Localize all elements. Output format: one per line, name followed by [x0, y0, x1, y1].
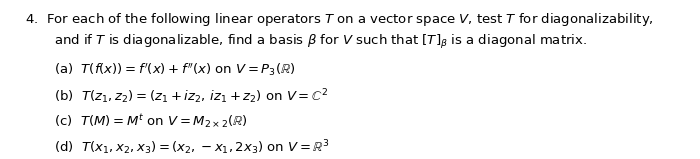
- Text: (d)  $T(x_1, x_2, x_3) = (x_2, -x_1, 2x_3)$ on $V = \mathbb{R}^3$: (d) $T(x_1, x_2, x_3) = (x_2, -x_1, 2x_3…: [55, 138, 330, 157]
- Text: (b)  $T(z_1, z_2) = (z_1 + iz_2,\, iz_1 + z_2)$ on $V = \mathbb{C}^2$: (b) $T(z_1, z_2) = (z_1 + iz_2,\, iz_1 +…: [55, 87, 329, 106]
- Text: (a)  $T(f(x)) = f'(x) + f''(x)$ on $V = P_3(\mathbb{R})$: (a) $T(f(x)) = f'(x) + f''(x)$ on $V = P…: [55, 61, 296, 78]
- Text: 4.  For each of the following linear operators $T$ on a vector space $V$, test $: 4. For each of the following linear oper…: [25, 11, 654, 28]
- Text: and if $T$ is diagonalizable, find a basis $\beta$ for $V$ such that $[T]_{\beta: and if $T$ is diagonalizable, find a bas…: [55, 33, 587, 51]
- Text: (c)  $T(M) = M^t$ on $V = M_{2 \times 2}(\mathbb{R})$: (c) $T(M) = M^t$ on $V = M_{2 \times 2}(…: [55, 112, 248, 130]
